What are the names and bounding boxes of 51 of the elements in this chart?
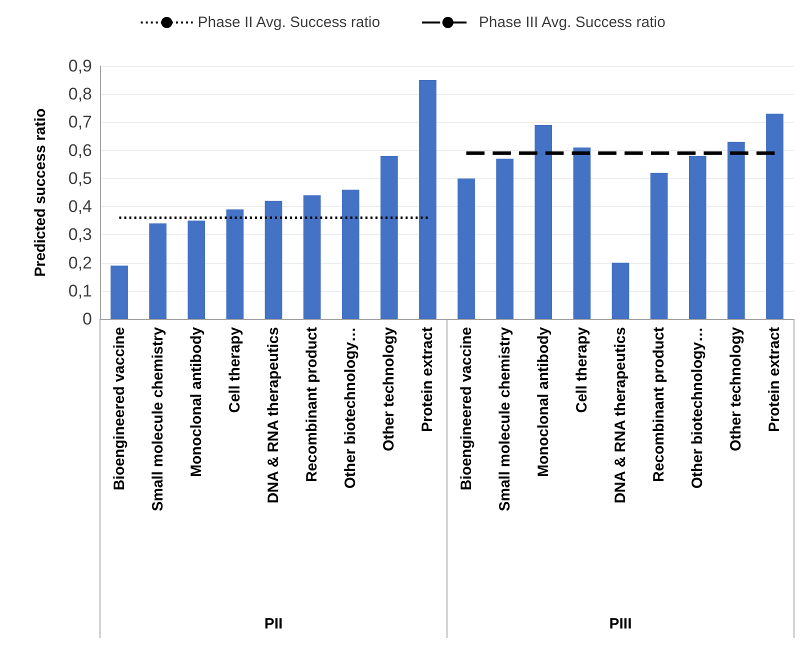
bar [342, 190, 360, 319]
x-tick-label: DNA & RNA therapeutics [612, 327, 629, 504]
x-tick-label: Small molecule chemistry [149, 326, 166, 512]
bar [303, 195, 321, 319]
legend-label: Phase III Avg. Success ratio [478, 14, 666, 31]
y-tick-label: 0,3 [68, 225, 92, 244]
bar [264, 200, 282, 319]
y-tick-label: 0,9 [68, 56, 92, 76]
bar [534, 125, 552, 319]
bar [458, 178, 475, 319]
y-tick-label: 0,4 [68, 197, 92, 216]
text: PII [264, 616, 283, 632]
x-tick-label: Other technology [380, 326, 398, 452]
x-tick-label: Small molecule chemistry [496, 326, 514, 512]
x-tick-label: Protein extract [419, 327, 436, 432]
x-tick-label: Recombinant product [650, 327, 668, 482]
x-tick-label: Other technology [728, 326, 745, 452]
y-tick-label: 0,6 [68, 140, 92, 160]
y-tick-label: 0,8 [68, 84, 92, 104]
x-tick-label: DNA & RNA therapeutics [265, 327, 282, 504]
bar [727, 142, 745, 319]
y-axis-title: Predicted success ratio [32, 108, 49, 277]
bar [688, 156, 706, 319]
x-tick-label: Cell therapy [226, 326, 244, 413]
bar [573, 148, 591, 319]
legend-label: Phase II Avg. Success ratio [198, 14, 380, 31]
x-tick-label: Other biotechnology… [689, 327, 706, 489]
x-tick-label: Monoclonal antibody [534, 326, 552, 477]
x-tick-label: Monoclonal antibody [188, 326, 205, 477]
x-tick-label: Other biotechnology… [342, 327, 360, 489]
bar [149, 223, 167, 319]
bar [650, 172, 668, 319]
x-tick-label: Bioengineered vaccine [110, 327, 128, 490]
bar [226, 209, 244, 319]
y-tick-label: 0,7 [68, 112, 92, 132]
x-tick-label: Cell therapy [573, 326, 590, 413]
bar [188, 220, 206, 319]
x-tick-label: Recombinant product [304, 327, 321, 482]
y-tick-label: 0 [82, 310, 92, 328]
bar [110, 266, 128, 319]
x-tick-label: Bioengineered vaccine [458, 327, 475, 490]
bar [419, 80, 436, 319]
bar [380, 156, 398, 319]
bar [496, 158, 514, 319]
bar [612, 262, 630, 319]
y-tick-label: 0,5 [68, 168, 92, 188]
y-tick-label: 0,1 [68, 281, 92, 300]
y-tick-label: 0,2 [68, 253, 92, 272]
x-tick-label: Protein extract [766, 327, 784, 432]
bar [766, 114, 784, 319]
text: PIII [609, 616, 632, 632]
